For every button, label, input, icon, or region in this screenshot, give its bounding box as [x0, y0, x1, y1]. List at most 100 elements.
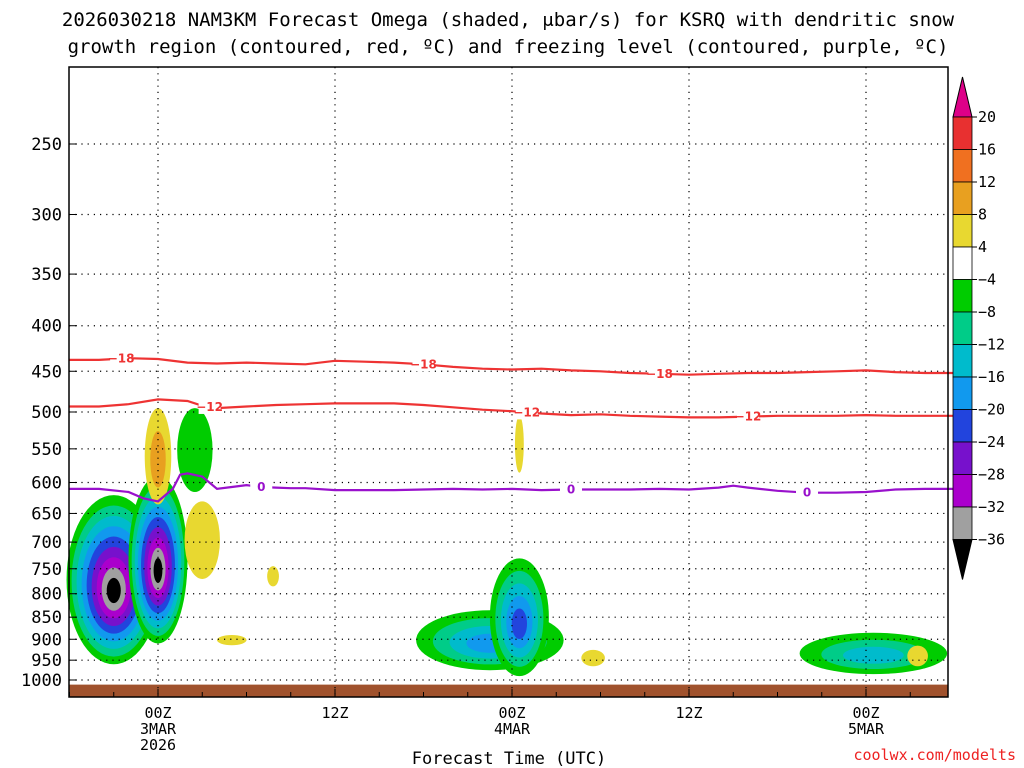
- colorbar-segment: [952, 409, 973, 443]
- omega-region: [907, 645, 928, 667]
- y-tick-label: 500: [31, 403, 62, 423]
- y-tick-label: 800: [31, 585, 62, 605]
- colorbar-segment: [952, 441, 973, 475]
- x-axis-label: Forecast Time (UTC): [412, 749, 606, 768]
- y-tick-label: 1000: [21, 671, 62, 691]
- omega-region: [267, 566, 279, 587]
- x-tick-label: 00Z: [144, 704, 171, 722]
- contour-label-bg: [198, 399, 221, 414]
- omega-region: [177, 408, 213, 493]
- contour-label: 0: [257, 480, 265, 494]
- colorbar-tick-label: 12: [978, 173, 996, 191]
- chart-title-line-1: 2026030218 NAM3KM Forecast Omega (shaded…: [62, 9, 955, 31]
- contour-label: −18: [410, 357, 437, 371]
- temperature-contours: −18 −18 −18 −12 −12 −12 0 0 0: [69, 351, 955, 503]
- contour-line: [69, 357, 955, 376]
- colorbar-segment: [952, 279, 973, 313]
- colorbar-tick-label: −36: [978, 531, 1005, 549]
- contour-label: −12: [196, 400, 223, 414]
- colorbar-segment: [952, 246, 973, 280]
- omega-shade: [153, 557, 163, 583]
- omega-region: [489, 558, 549, 677]
- y-tick-label: 950: [31, 651, 62, 671]
- colorbar-tick-label: 8: [978, 206, 987, 224]
- omega-region: [144, 408, 172, 505]
- colorbar-segment: [952, 376, 973, 410]
- x-tick-label: 5MAR: [848, 720, 885, 738]
- omega-region: [184, 501, 220, 579]
- colorbar-segment: [952, 214, 973, 248]
- contour-label: 0: [567, 483, 575, 497]
- x-tick-label: 00Z: [498, 704, 525, 722]
- omega-shade: [843, 646, 904, 664]
- contour-line: [69, 472, 955, 503]
- credit-text: coolwx.com/modelts: [853, 746, 1016, 764]
- colorbar-tick-label: −28: [978, 466, 1005, 484]
- contour-label-bg: [110, 351, 133, 366]
- ground-surface: [69, 684, 948, 697]
- omega-shade: [907, 645, 928, 667]
- chart-title-line-2: growth region (contoured, red, ºC) and f…: [68, 36, 949, 58]
- y-tick-label: 650: [31, 504, 62, 524]
- contour-label: −12: [513, 405, 540, 419]
- omega-region: [217, 634, 247, 646]
- contour-label-bg: [648, 366, 671, 381]
- y-tick-label: 900: [31, 630, 62, 650]
- colorbar-segment: [952, 116, 973, 150]
- contour-label: −18: [108, 352, 135, 366]
- colorbar-segment: [952, 344, 973, 378]
- x-tick-label: 3MAR: [140, 720, 177, 738]
- colorbar-tick-label: 16: [978, 141, 996, 159]
- contour-label-bg: [515, 405, 538, 420]
- omega-shade: [177, 408, 213, 493]
- y-tick-label: 550: [31, 440, 62, 460]
- omega-shade: [184, 501, 220, 579]
- colorbar-tick-label: −20: [978, 401, 1005, 419]
- omega-shade: [217, 634, 247, 646]
- colorbar-segment: [952, 474, 973, 508]
- contour-label: 0: [803, 486, 811, 500]
- y-tick-label: 350: [31, 265, 62, 285]
- pressure-axis: 2503003504004505005506006507007508008509…: [21, 135, 77, 691]
- colorbar-tick-label: −24: [978, 433, 1005, 451]
- y-tick-label: 600: [31, 473, 62, 493]
- omega-region: [799, 632, 948, 675]
- colorbar-top-arrow: [952, 76, 973, 118]
- omega-colorbar: 20 16 12 8 4 −4 −8 −12 −16 −20 −24 −28 −32 −36: [952, 76, 1005, 580]
- omega-shade: [511, 608, 528, 640]
- omega-region: [581, 649, 605, 667]
- y-tick-label: 250: [31, 135, 62, 155]
- y-tick-label: 750: [31, 560, 62, 580]
- x-tick-label: 2026: [140, 736, 176, 754]
- omega-shade: [514, 415, 524, 473]
- x-tick-label: 00Z: [852, 704, 879, 722]
- colorbar-tick-label: 4: [978, 238, 987, 256]
- omega-region: [514, 415, 524, 473]
- contour-label-bg: [412, 357, 435, 372]
- omega-region: [66, 495, 161, 665]
- x-tick-label: 4MAR: [494, 720, 531, 738]
- y-tick-label: 300: [31, 205, 62, 225]
- colorbar-segment: [952, 149, 973, 183]
- colorbar-tick-label: 20: [978, 108, 996, 126]
- grid-lines: [69, 67, 948, 697]
- contour-label-bg: [796, 485, 818, 500]
- contour-label-bg: [250, 479, 273, 494]
- omega-shade: [267, 566, 279, 587]
- contour-label: −12: [735, 410, 762, 424]
- omega-shade: [150, 431, 166, 488]
- y-tick-label: 700: [31, 533, 62, 553]
- omega-shade: [581, 649, 605, 667]
- colorbar-segment: [952, 311, 973, 345]
- colorbar-segment: [952, 506, 973, 540]
- colorbar-tick-label: −16: [978, 368, 1005, 386]
- colorbar-bottom-arrow: [952, 539, 973, 580]
- shaded-omega-field: [66, 408, 948, 697]
- plot-frame: [68, 66, 949, 698]
- y-tick-label: 450: [31, 362, 62, 382]
- colorbar-segment: [952, 181, 973, 215]
- contour-label-bg: [560, 482, 582, 497]
- colorbar-tick-label: −8: [978, 303, 996, 321]
